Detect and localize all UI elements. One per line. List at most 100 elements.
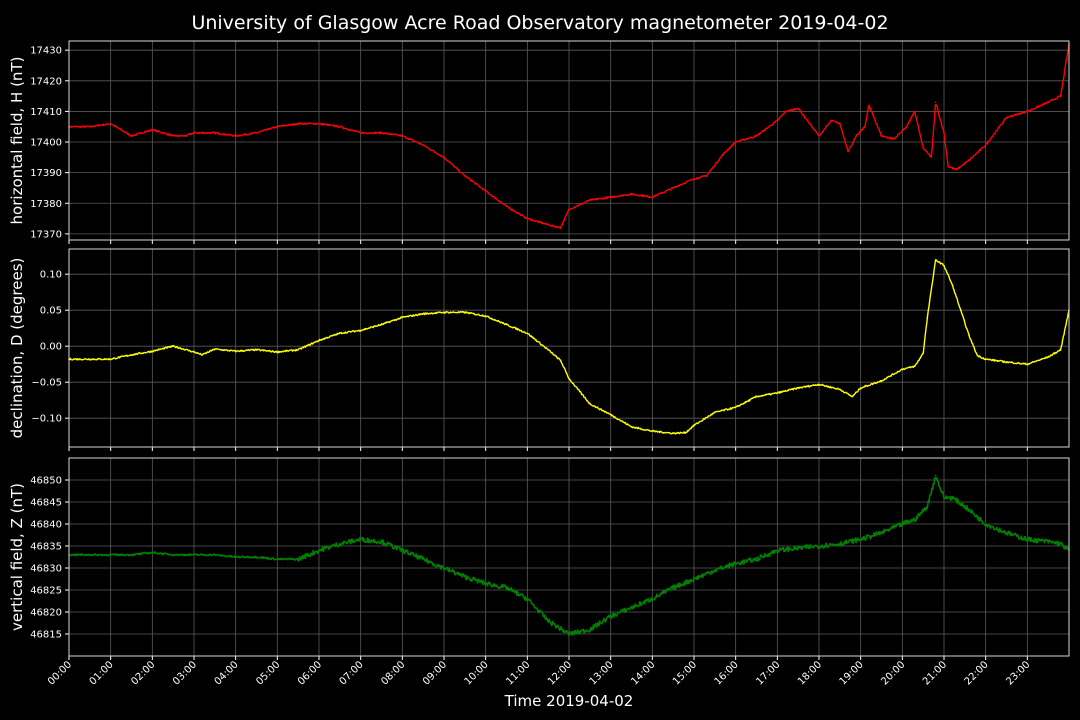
x-tick-label: 15:00	[671, 659, 699, 687]
data-point	[914, 365, 916, 368]
x-axis: 00:00 01:00 02:00 03:00 04:00 05:00 06:00 07:00…	[46, 659, 1032, 687]
data-point	[630, 193, 633, 195]
data-point	[797, 107, 799, 110]
data-point	[864, 125, 866, 128]
data-point	[964, 505, 966, 508]
y-tick-label: 0.10	[40, 270, 62, 281]
panel-1: 17370 17380 17390 17400 17410 17420 17430 horiz…	[8, 40, 1070, 244]
data-point	[914, 518, 916, 521]
data-point	[484, 190, 487, 192]
data-point	[926, 316, 929, 319]
data-point	[976, 354, 979, 357]
x-tick-label: 17:00	[754, 659, 782, 687]
data-point	[914, 110, 916, 113]
data-point	[318, 339, 320, 342]
data-point	[318, 549, 320, 552]
data-point	[89, 125, 91, 128]
data-point	[1059, 349, 1062, 351]
data-point	[505, 205, 508, 208]
data-point	[922, 352, 924, 355]
panel-frame	[68, 248, 1070, 448]
data-point	[1026, 538, 1029, 541]
data-point	[547, 349, 549, 351]
data-point	[401, 549, 404, 552]
data-point	[297, 122, 299, 125]
data-point	[951, 496, 954, 499]
data-point	[984, 523, 987, 525]
data-point	[422, 558, 424, 560]
data-point	[609, 196, 612, 198]
y-tick-label: 46820	[30, 608, 62, 619]
data-point	[443, 156, 445, 159]
data-point	[130, 554, 133, 556]
x-tick-label: 06:00	[296, 659, 324, 687]
data-point	[984, 144, 987, 146]
y-tick-label: 17430	[30, 46, 62, 57]
data-point	[630, 606, 633, 609]
data-point	[868, 104, 870, 107]
x-tick-label: 00:00	[46, 659, 74, 687]
data-point	[172, 345, 174, 348]
data-point	[380, 132, 383, 134]
data-point	[714, 411, 716, 414]
data-point	[797, 547, 799, 549]
data-point	[959, 309, 962, 312]
data-point	[847, 150, 849, 153]
y-tick-label: 17390	[30, 168, 62, 179]
data-point	[130, 354, 133, 356]
data-point	[151, 128, 154, 131]
y-axis-label: declination, D (degrees)	[8, 258, 26, 439]
data-point	[422, 313, 424, 315]
data-point	[943, 496, 945, 499]
data-point	[568, 208, 570, 211]
data-point	[464, 174, 466, 177]
x-tick-label: 09:00	[421, 659, 449, 687]
data-point	[464, 576, 466, 578]
data-point	[172, 135, 174, 137]
data-point	[755, 135, 758, 137]
data-point	[505, 587, 508, 589]
data-point	[484, 582, 487, 585]
data-point	[855, 135, 858, 137]
x-axis-label: Time 2019-04-02	[504, 692, 634, 710]
data-point	[255, 132, 258, 134]
data-point	[422, 144, 424, 146]
data-point	[651, 430, 654, 432]
data-point	[109, 358, 112, 360]
data-point	[818, 545, 820, 547]
data-point	[705, 174, 708, 177]
data-point	[151, 551, 154, 554]
data-point	[276, 558, 279, 560]
data-point	[922, 147, 924, 149]
x-tick-label: 07:00	[338, 659, 366, 687]
data-point	[934, 101, 937, 104]
data-point	[934, 259, 937, 261]
y-axis-label: vertical field, Z (nT)	[8, 483, 26, 631]
data-point	[722, 153, 724, 156]
data-point	[943, 264, 945, 267]
data-point	[1059, 543, 1062, 545]
data-point	[193, 351, 195, 353]
x-tick-label: 03:00	[171, 659, 199, 687]
y-tick-label: 46815	[30, 630, 62, 641]
data-point	[1026, 110, 1029, 113]
x-tick-label: 13:00	[588, 659, 616, 687]
data-point	[214, 132, 216, 134]
x-tick-label: 18:00	[796, 659, 824, 687]
data-point	[526, 217, 529, 220]
x-tick-label: 05:00	[254, 659, 282, 687]
data-point	[630, 426, 633, 428]
data-point	[184, 135, 187, 137]
data-point	[109, 122, 112, 125]
y-tick-label: 0.05	[40, 306, 62, 317]
data-point	[1026, 363, 1029, 366]
data-point	[568, 377, 570, 380]
data-point	[1005, 361, 1008, 363]
data-point	[880, 135, 883, 137]
data-point	[784, 110, 787, 113]
data-point	[672, 432, 674, 435]
y-tick-label: 46850	[30, 476, 62, 487]
data-point	[968, 334, 970, 337]
panel-3: 46815 46820 46825 46830 46835 46840 46845 46850…	[8, 457, 1070, 660]
data-point	[951, 284, 954, 286]
